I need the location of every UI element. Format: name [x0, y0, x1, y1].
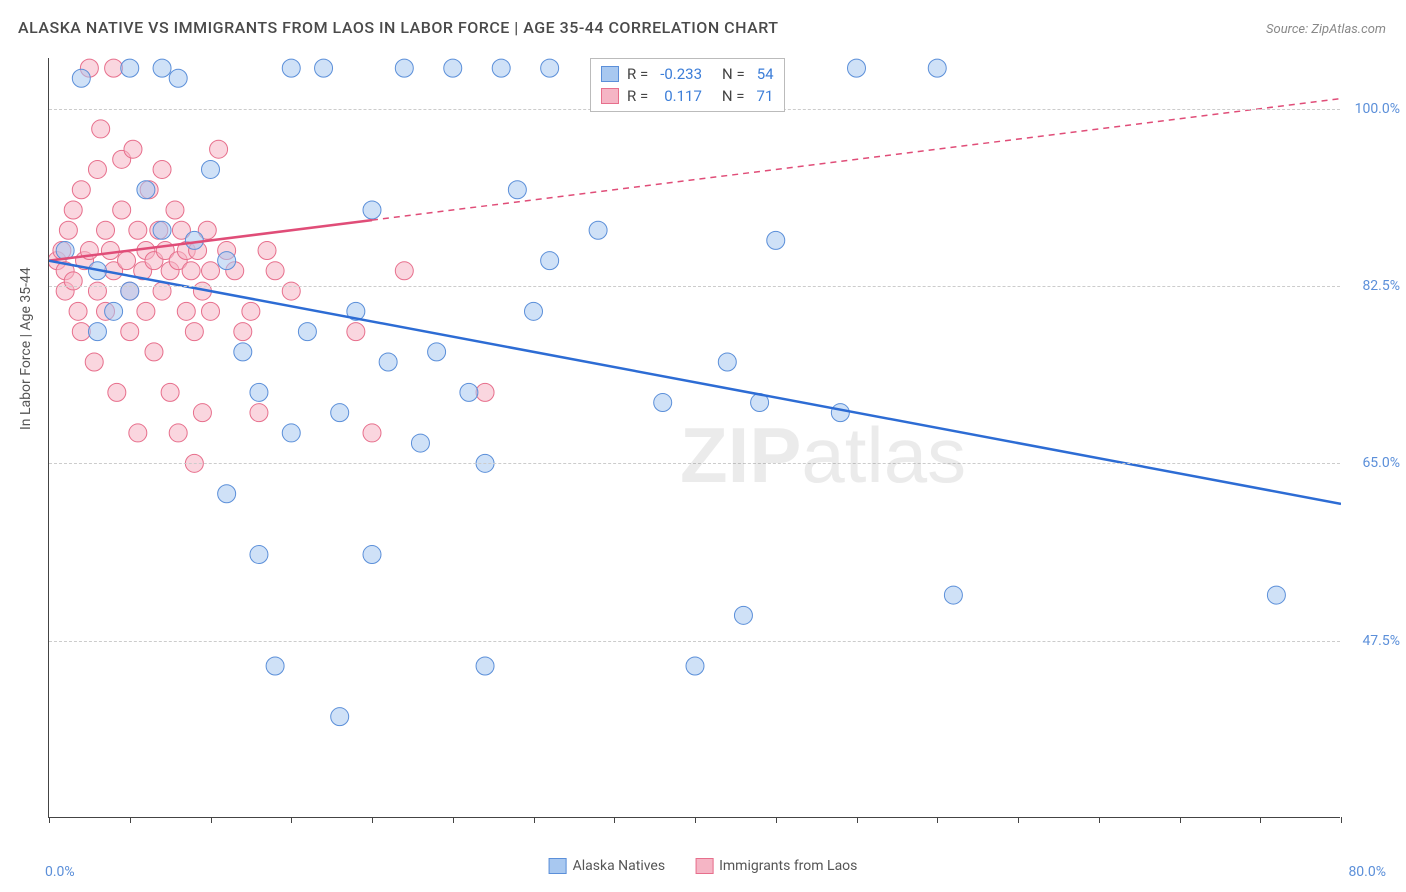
plot-area: 100.0%82.5%65.0%47.5%	[48, 58, 1340, 818]
n-label: N =	[722, 63, 745, 85]
x-tick	[695, 817, 696, 823]
stats-row-series1: R = -0.233 N = 54	[601, 63, 774, 85]
source-label: Source: ZipAtlas.com	[1266, 22, 1386, 37]
x-min-label: 0.0%	[45, 864, 75, 880]
x-tick	[1180, 817, 1181, 823]
legend: Alaska Natives Immigrants from Laos	[549, 858, 858, 874]
x-tick	[614, 817, 615, 823]
n-value: 71	[757, 85, 774, 107]
x-tick	[937, 817, 938, 823]
y-tick-label: 100.0%	[1355, 101, 1400, 117]
x-tick	[291, 817, 292, 823]
y-tick-label: 47.5%	[1362, 633, 1400, 649]
x-tick	[1018, 817, 1019, 823]
swatch-pink-icon	[695, 858, 713, 874]
swatch-blue-icon	[601, 66, 619, 82]
y-tick-label: 65.0%	[1362, 455, 1400, 471]
scatter-chart	[49, 58, 1341, 818]
r-value: -0.233	[660, 63, 702, 85]
legend-item-series2: Immigrants from Laos	[695, 858, 857, 874]
x-tick	[1260, 817, 1261, 823]
legend-item-series1: Alaska Natives	[549, 858, 666, 874]
x-tick	[372, 817, 373, 823]
y-tick-label: 82.5%	[1362, 278, 1400, 294]
n-label: N =	[722, 85, 745, 107]
x-tick	[49, 817, 50, 823]
x-tick	[776, 817, 777, 823]
legend-label: Immigrants from Laos	[719, 858, 857, 874]
gridline	[49, 286, 1340, 287]
x-tick	[211, 817, 212, 823]
r-value: 0.117	[664, 85, 702, 107]
x-tick	[130, 817, 131, 823]
stats-box: R = -0.233 N = 54 R = 0.117 N = 71	[590, 58, 785, 112]
x-tick	[1099, 817, 1100, 823]
gridline	[49, 641, 1340, 642]
r-label: R =	[627, 63, 648, 85]
legend-label: Alaska Natives	[573, 858, 666, 874]
y-axis-label: In Labor Force | Age 35-44	[18, 267, 34, 430]
gridline	[49, 463, 1340, 464]
x-max-label: 80.0%	[1348, 864, 1386, 880]
swatch-pink-icon	[601, 88, 619, 104]
x-tick	[1341, 817, 1342, 823]
r-label: R =	[627, 85, 648, 107]
x-tick	[453, 817, 454, 823]
x-tick	[534, 817, 535, 823]
x-tick	[857, 817, 858, 823]
swatch-blue-icon	[549, 858, 567, 874]
chart-title: ALASKA NATIVE VS IMMIGRANTS FROM LAOS IN…	[18, 18, 779, 37]
n-value: 54	[757, 63, 774, 85]
stats-row-series2: R = 0.117 N = 71	[601, 85, 774, 107]
